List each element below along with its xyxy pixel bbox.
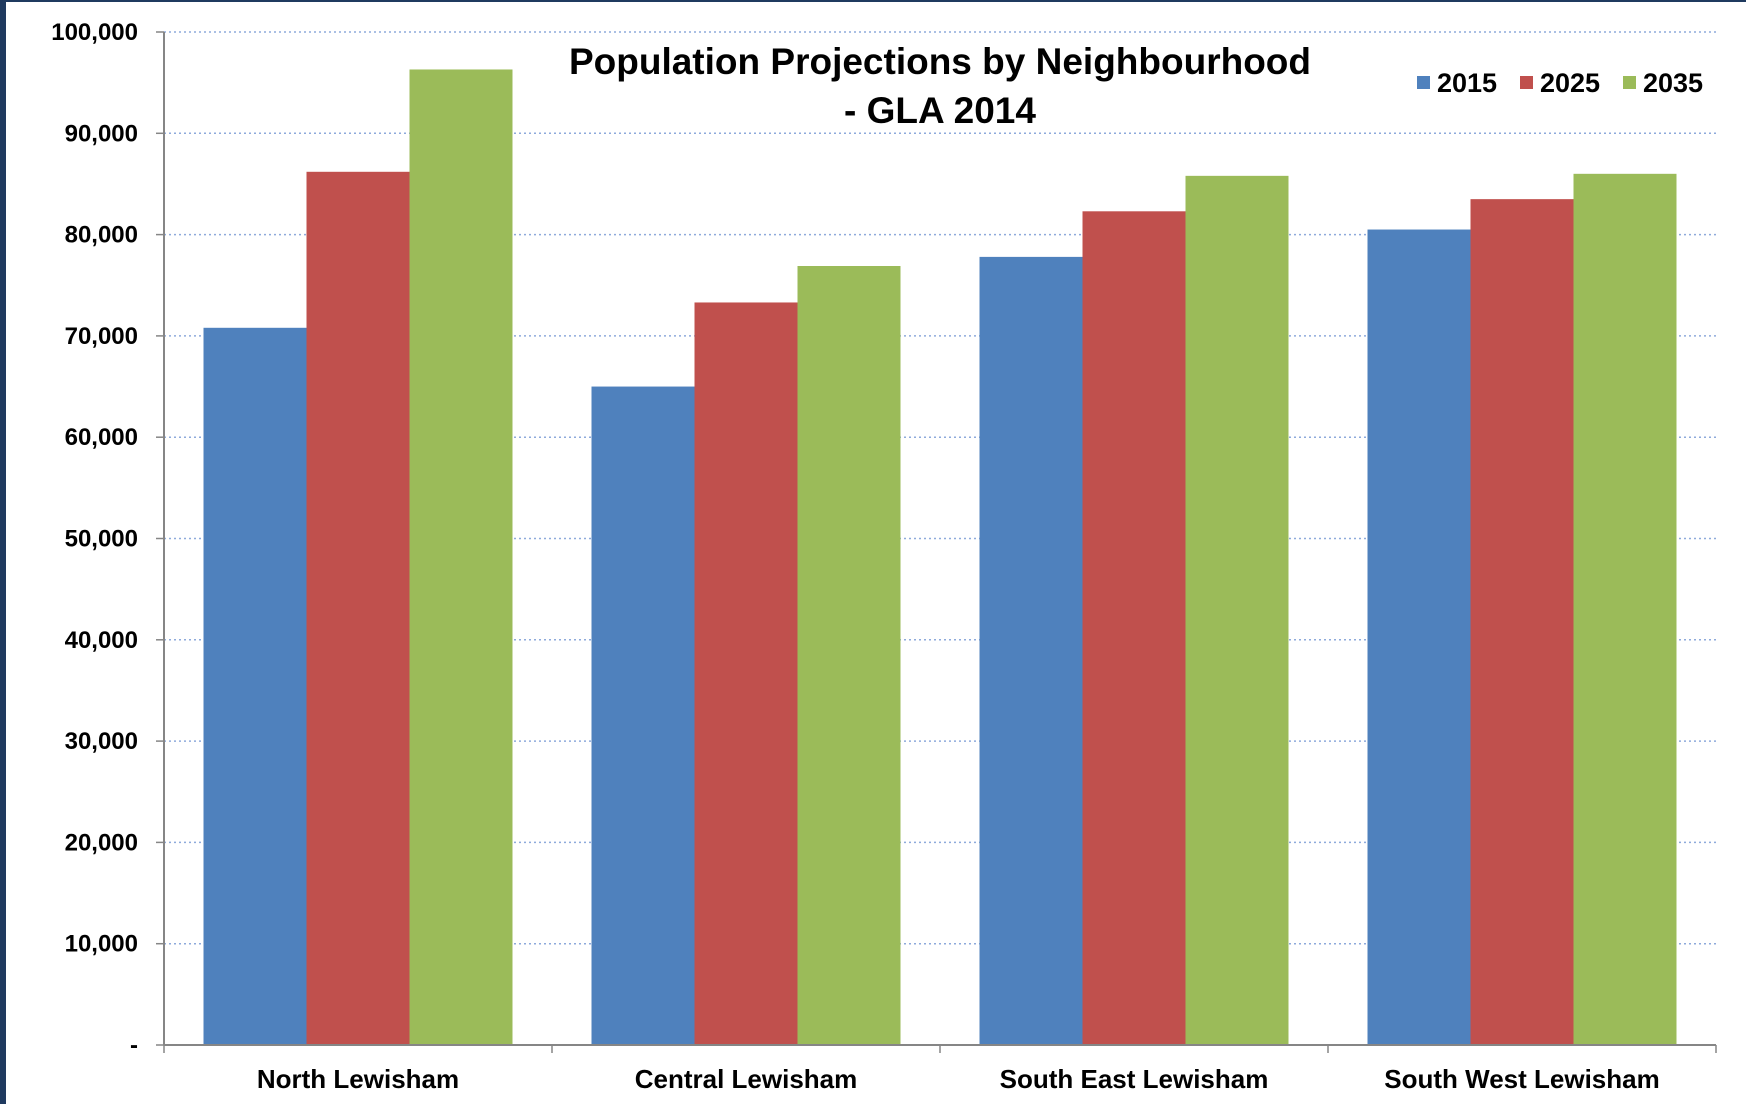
axis-labels: - 10,000 20,000 30,000 40,000 50,000 60,000 70,…: [51, 19, 1659, 1094]
legend-label-2015: 2015: [1437, 68, 1497, 98]
bar-2025-central-lewisham: [694, 302, 798, 1045]
bar-2015-north-lewisham: [203, 327, 307, 1045]
bar-2015-south-east-lewisham: [979, 256, 1083, 1045]
chart-title-line: Population Projections by Neighbourhood: [569, 41, 1311, 82]
legend-label-2035: 2035: [1643, 68, 1703, 98]
chart-frame: - 10,000 20,000 30,000 40,000 50,000 60,000 70,…: [6, 2, 1746, 1104]
y-tick-label: 10,000: [65, 931, 138, 958]
bar-2015-central-lewisham: [591, 386, 695, 1045]
y-tick-label: 40,000: [65, 627, 138, 654]
chart-title-line: - GLA 2014: [844, 90, 1036, 131]
y-tick-label: 80,000: [65, 222, 138, 249]
chart-title: Population Projections by Neighbourhood -…: [569, 41, 1311, 131]
bar-2035-north-lewisham: [409, 69, 513, 1045]
axes: [156, 31, 1717, 1053]
y-tick-label: 60,000: [65, 424, 138, 451]
y-tick-label: 50,000: [65, 526, 138, 553]
y-tick-label: 70,000: [65, 323, 138, 350]
legend-swatch-2015: [1417, 76, 1430, 89]
bar-2035-south-east-lewisham: [1185, 175, 1289, 1045]
bars: [203, 69, 1677, 1045]
legend-swatch-2025: [1520, 76, 1533, 89]
bar-2025-north-lewisham: [306, 171, 410, 1045]
legend: 2015 2025 2035: [1417, 68, 1703, 98]
x-category-label: South West Lewisham: [1384, 1064, 1659, 1094]
gridlines: [164, 31, 1716, 945]
bar-chart: - 10,000 20,000 30,000 40,000 50,000 60,000 70,…: [51, 19, 1717, 1094]
y-tick-label: 100,000: [51, 19, 138, 46]
legend-label-2025: 2025: [1540, 68, 1600, 98]
y-tick-label: 20,000: [65, 829, 138, 856]
y-tick-label: 90,000: [65, 120, 138, 147]
x-category-label: Central Lewisham: [635, 1064, 858, 1094]
bar-2035-central-lewisham: [797, 266, 901, 1045]
bar-2025-south-west-lewisham: [1470, 199, 1574, 1045]
bar-2025-south-east-lewisham: [1082, 211, 1186, 1045]
legend-swatch-2035: [1623, 76, 1636, 89]
x-category-label: North Lewisham: [257, 1064, 459, 1094]
x-category-label: South East Lewisham: [1000, 1064, 1269, 1094]
y-tick-label: -: [130, 1032, 138, 1059]
bar-2015-south-west-lewisham: [1367, 229, 1471, 1045]
y-tick-label: 30,000: [65, 728, 138, 755]
bar-2035-south-west-lewisham: [1573, 173, 1677, 1045]
